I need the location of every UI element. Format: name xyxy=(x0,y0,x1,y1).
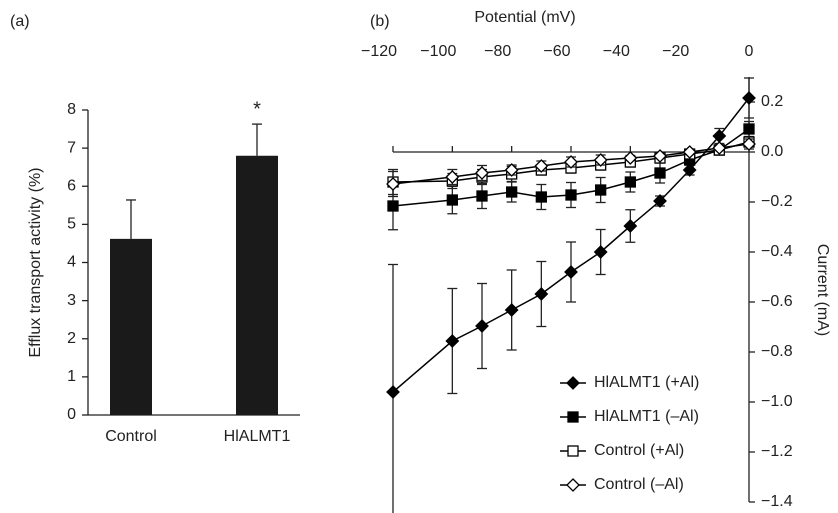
y-tick-label: 1 xyxy=(67,368,76,385)
point xyxy=(743,123,755,135)
legend-label: Control (+Al) xyxy=(594,442,684,459)
point xyxy=(446,194,458,206)
legend-label: HlALMT1 (+Al) xyxy=(594,374,699,391)
point xyxy=(506,186,518,198)
x-tick-label: −100 xyxy=(420,43,456,60)
point xyxy=(535,191,547,203)
y-tick-label: −0.2 xyxy=(761,193,793,210)
y-tick-label: 4 xyxy=(67,254,76,271)
x-tick-label: −80 xyxy=(484,43,511,60)
point xyxy=(624,176,636,188)
y-axis-title: Current (mA) xyxy=(814,244,831,336)
legend-marker xyxy=(567,411,579,423)
y-tick-label: 0 xyxy=(67,406,76,423)
legend-marker xyxy=(566,478,580,492)
y-tick-label: −1.2 xyxy=(761,443,793,460)
point xyxy=(595,184,607,196)
y-tick-label: 0.2 xyxy=(761,93,783,110)
x-tick-label: −20 xyxy=(662,43,689,60)
x-tick-label: −60 xyxy=(543,43,570,60)
y-tick-label: 2 xyxy=(67,330,76,347)
point xyxy=(386,177,400,191)
point xyxy=(565,189,577,201)
point xyxy=(742,137,756,151)
point xyxy=(386,385,400,399)
point xyxy=(534,287,549,301)
x-axis-title: Potential (mV) xyxy=(474,9,575,26)
point xyxy=(653,194,667,208)
point xyxy=(654,167,666,179)
point xyxy=(476,190,488,202)
point xyxy=(564,155,578,169)
point xyxy=(445,334,460,348)
y-tick-label: −0.4 xyxy=(761,243,793,260)
point xyxy=(445,170,460,184)
y-tick-label: 3 xyxy=(67,292,76,309)
x-tick-label: 0 xyxy=(745,43,754,60)
point xyxy=(682,163,697,177)
bar xyxy=(110,238,152,415)
annotation: * xyxy=(253,98,261,120)
point xyxy=(475,319,489,333)
legend-label: HlALMT1 (–Al) xyxy=(594,408,699,425)
legend-marker xyxy=(567,445,579,457)
point xyxy=(623,219,638,233)
point xyxy=(387,200,399,212)
y-tick-label: −0.6 xyxy=(761,293,793,310)
y-tick-label: −0.8 xyxy=(761,343,793,360)
x-tick-label: −120 xyxy=(361,43,397,60)
point xyxy=(564,265,578,279)
point xyxy=(653,149,667,163)
panel-label: (b) xyxy=(370,13,390,30)
y-tick-label: 0.0 xyxy=(761,143,783,160)
y-tick-label: 5 xyxy=(67,216,76,233)
y-tick-label: 8 xyxy=(67,101,76,118)
x-tick-label: HlALMT1 xyxy=(224,428,291,445)
bar xyxy=(236,155,278,415)
point xyxy=(534,159,549,173)
point xyxy=(682,145,697,159)
y-tick-label: 6 xyxy=(67,177,76,194)
legend-marker xyxy=(566,376,580,390)
point xyxy=(623,151,638,165)
x-tick-label: −40 xyxy=(603,43,630,60)
y-tick-label: −1.0 xyxy=(761,393,793,410)
point xyxy=(593,153,608,167)
point xyxy=(504,163,519,177)
point xyxy=(742,91,756,105)
legend-label: Control (–Al) xyxy=(594,476,684,493)
point xyxy=(504,303,519,317)
panel-label: (a) xyxy=(10,13,30,30)
point xyxy=(712,141,727,155)
y-tick-label: −1.4 xyxy=(761,493,793,510)
y-axis-title: Efflux transport activity (%) xyxy=(27,168,44,358)
point xyxy=(593,245,608,259)
y-tick-label: 7 xyxy=(67,139,76,156)
point xyxy=(475,166,489,180)
x-tick-label: Control xyxy=(105,428,157,445)
